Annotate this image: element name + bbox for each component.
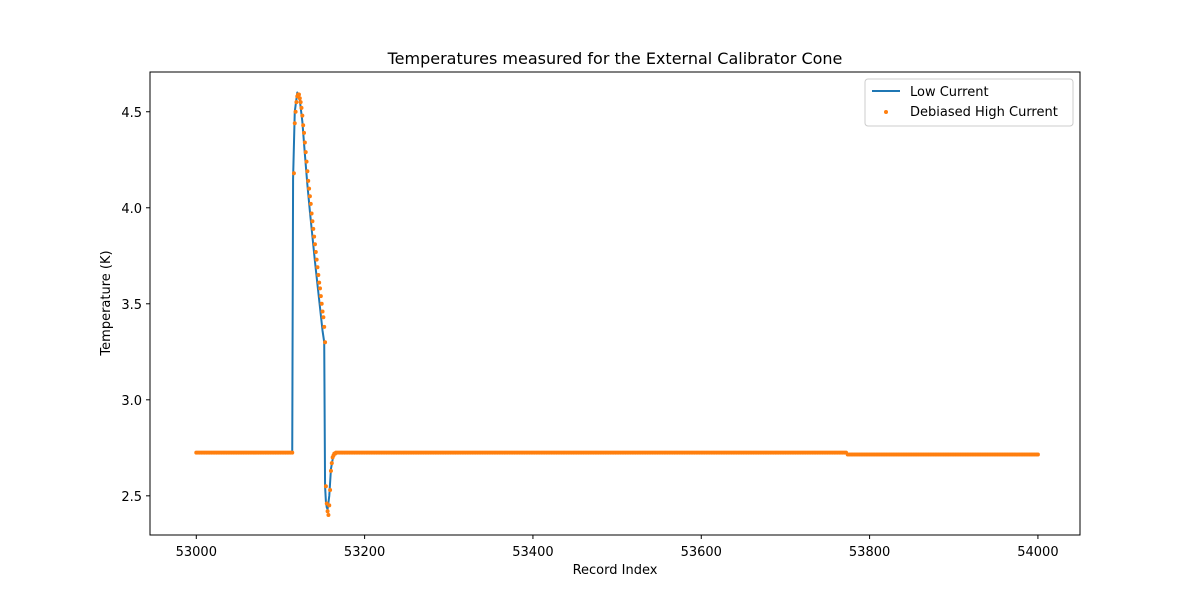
debiased-high-current-point: [303, 150, 308, 155]
debiased-high-current-point: [323, 484, 328, 489]
debiased-high-current-point: [297, 96, 302, 101]
chart-title: Temperatures measured for the External C…: [387, 49, 843, 68]
debiased-high-current-point: [318, 294, 323, 299]
debiased-high-current-point: [333, 451, 338, 456]
x-tick-label: 53800: [849, 545, 890, 560]
debiased-high-current-point: [312, 234, 317, 239]
debiased-high-current-point: [307, 186, 312, 191]
legend-frame: [864, 78, 1074, 127]
y-tick-label: 3.5: [121, 298, 142, 313]
y-tick-label: 3.0: [121, 394, 142, 409]
legend: Low Current Debiased High Current: [864, 78, 1074, 127]
debiased-high-current-point: [309, 211, 314, 216]
debiased-high-current-point: [321, 315, 326, 320]
x-tick-label: 53400: [512, 545, 553, 560]
y-axis-label: Temperature (K): [99, 250, 114, 356]
y-axis: 2.5 3.0 3.5 4.0 4.5: [121, 106, 150, 505]
legend-label-debiased-high-current: Debiased High Current: [910, 105, 1058, 120]
debiased-high-current-point: [308, 201, 313, 206]
debiased-high-current-point: [290, 450, 295, 455]
y-tick-label: 4.5: [121, 106, 142, 121]
debiased-high-current-point: [319, 301, 324, 306]
y-tick-label: 4.0: [121, 202, 142, 217]
debiased-high-current-series: [194, 92, 1040, 518]
debiased-high-current-point: [315, 265, 320, 270]
debiased-high-current-point: [299, 105, 304, 110]
debiased-high-current-point: [322, 324, 327, 329]
debiased-high-current-point: [328, 468, 333, 473]
debiased-high-current-point: [306, 178, 311, 183]
y-tick-label: 2.5: [121, 490, 142, 505]
debiased-high-current-point: [298, 100, 303, 105]
debiased-high-current-point: [307, 194, 312, 199]
debiased-high-current-point: [310, 219, 315, 224]
debiased-high-current-point: [292, 121, 297, 126]
debiased-high-current-point: [325, 509, 330, 514]
legend-label-low-current: Low Current: [910, 85, 989, 100]
debiased-high-current-point: [312, 242, 317, 247]
debiased-high-current-point: [329, 461, 334, 466]
debiased-high-current-point: [304, 159, 309, 164]
x-tick-label: 53000: [176, 545, 217, 560]
x-tick-label: 53200: [344, 545, 385, 560]
debiased-high-current-point: [320, 309, 325, 314]
debiased-high-current-point: [317, 280, 322, 285]
x-axis: 53000 53200 53400 53600 53800 54000: [176, 535, 1059, 560]
debiased-high-current-point: [294, 100, 299, 105]
debiased-high-current-point: [291, 171, 296, 176]
debiased-high-current-point: [327, 503, 332, 508]
debiased-high-current-point: [313, 249, 318, 254]
debiased-high-current-point: [316, 272, 321, 277]
debiased-high-current-point: [293, 109, 298, 114]
debiased-high-current-point: [1035, 452, 1040, 457]
debiased-high-current-point: [314, 257, 319, 262]
x-tick-label: 53600: [681, 545, 722, 560]
debiased-high-current-point: [326, 513, 331, 518]
debiased-high-current-point: [318, 286, 323, 291]
plot-area: [194, 91, 1040, 518]
x-axis-label: Record Index: [573, 563, 658, 578]
x-tick-label: 54000: [1017, 545, 1058, 560]
debiased-high-current-point: [302, 140, 307, 145]
debiased-high-current-point: [328, 488, 333, 493]
debiased-high-current-point: [296, 92, 301, 97]
debiased-high-current-point: [323, 340, 328, 345]
debiased-high-current-point: [300, 113, 305, 118]
debiased-high-current-point: [305, 169, 310, 174]
debiased-high-current-point: [311, 226, 316, 231]
legend-dot-swatch: [884, 110, 888, 114]
debiased-high-current-point: [301, 123, 306, 128]
debiased-high-current-point: [302, 130, 307, 135]
